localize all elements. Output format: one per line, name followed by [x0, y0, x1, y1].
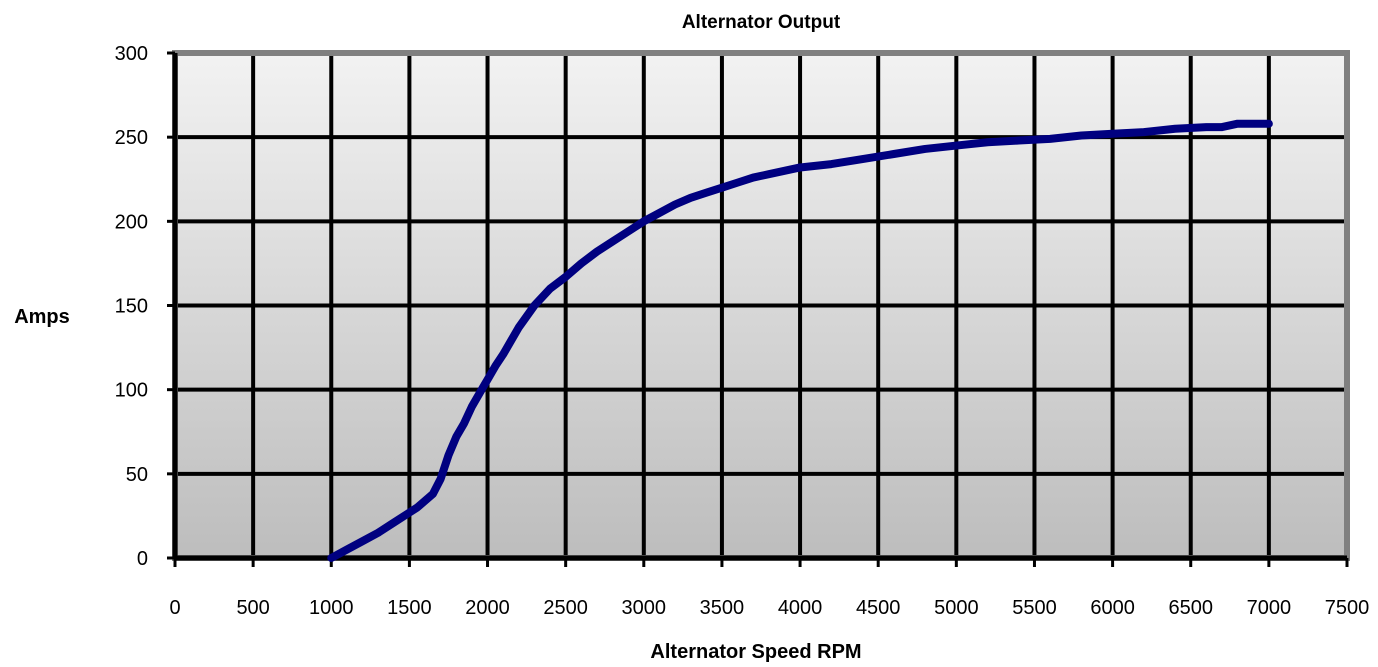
series-line-alternator-output — [327, 119, 1273, 562]
y-tick-label-0: 0 — [137, 548, 148, 570]
axes — [167, 51, 1349, 567]
chart-title: Alternator Output — [682, 12, 841, 33]
x-tick-label-2000: 2000 — [465, 597, 510, 619]
x-tick-labels: 0 500 1000 1500 2000 2500 3000 3500 4000 4500 5000… — [169, 597, 1369, 619]
y-tick-label-50: 50 — [126, 464, 148, 486]
x-tick-label-4500: 4500 — [856, 597, 901, 619]
x-tick-label-5500: 5500 — [1012, 597, 1057, 619]
x-tick-label-2500: 2500 — [543, 597, 588, 619]
x-tick-label-0: 0 — [169, 597, 180, 619]
y-tick-label-100: 100 — [115, 380, 148, 402]
x-tick-label-6500: 6500 — [1168, 597, 1213, 619]
x-tick-label-7500: 7500 — [1325, 597, 1370, 619]
x-tick-label-7000: 7000 — [1247, 597, 1292, 619]
x-axis-title: Alternator Speed RPM — [650, 641, 861, 663]
y-tick-label-250: 250 — [115, 127, 148, 149]
x-tick-label-3500: 3500 — [700, 597, 745, 619]
y-tick-labels: 0 50 100 150 200 250 300 — [115, 43, 148, 570]
x-tick-label-4000: 4000 — [778, 597, 823, 619]
x-tick-label-6000: 6000 — [1090, 597, 1135, 619]
x-tick-label-3000: 3000 — [622, 597, 667, 619]
x-tick-label-500: 500 — [236, 597, 269, 619]
x-tick-label-5000: 5000 — [934, 597, 979, 619]
y-axis-title: Amps — [14, 306, 70, 328]
y-tick-label-150: 150 — [115, 296, 148, 318]
x-tick-label-1000: 1000 — [309, 597, 354, 619]
grid-lines — [175, 53, 1347, 558]
y-tick-label-200: 200 — [115, 211, 148, 233]
x-tick-label-1500: 1500 — [387, 597, 432, 619]
y-tick-label-300: 300 — [115, 43, 148, 65]
